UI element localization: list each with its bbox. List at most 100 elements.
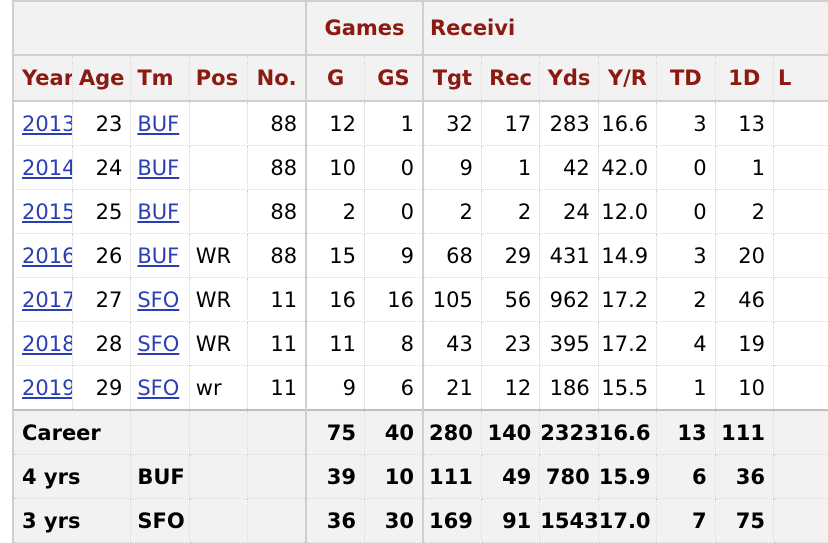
cell-year[interactable]: 2014 — [14, 145, 73, 190]
cell-no: 88 — [247, 145, 307, 190]
col-header-g[interactable]: G — [305, 55, 366, 102]
cell-rec: 29 — [481, 233, 541, 278]
header-group-blank — [14, 0, 307, 56]
header-group-games: Games — [305, 0, 423, 56]
cell-g: 16 — [305, 277, 366, 322]
col-header-tm[interactable]: Tm — [130, 55, 190, 102]
cell-total-tm: BUF — [130, 454, 190, 499]
cell-total-tgt: 169 — [421, 498, 482, 543]
cell-total-pos — [189, 454, 249, 499]
cell-g: 2 — [305, 189, 366, 234]
cell-age: 25 — [72, 189, 132, 234]
col-header-year[interactable]: Year — [14, 55, 73, 102]
cell-gs: 0 — [364, 145, 423, 190]
cell-total-yds: 1543 — [539, 498, 599, 543]
cell-year[interactable]: 2018 — [14, 321, 73, 366]
col-header-yr[interactable]: Y/R — [598, 55, 658, 102]
cell-yds: 186 — [539, 365, 599, 411]
table-row: 2013 23 BUF 88 12 1 32 17 283 16.6 3 13 — [14, 101, 828, 146]
team-link[interactable]: BUF — [137, 243, 180, 268]
cell-pos: WR — [189, 233, 249, 278]
cell-tm[interactable]: BUF — [130, 101, 190, 146]
cell-1d: 13 — [715, 101, 774, 146]
cell-l — [773, 233, 828, 278]
cell-tm[interactable]: BUF — [130, 189, 190, 234]
cell-tm[interactable]: SFO — [130, 321, 190, 366]
col-header-rec[interactable]: Rec — [481, 55, 541, 102]
cell-age: 26 — [72, 233, 132, 278]
header-group-row: Games Receivi — [14, 0, 828, 56]
cell-total-pos — [189, 498, 249, 543]
cell-tgt: 9 — [421, 145, 482, 190]
cell-total-pos — [189, 409, 249, 455]
year-link[interactable]: 2013 — [22, 111, 73, 136]
cell-no: 88 — [247, 233, 307, 278]
cell-year[interactable]: 2013 — [14, 101, 73, 146]
cell-total-label: Career — [14, 409, 132, 455]
cell-year[interactable]: 2016 — [14, 233, 73, 278]
cell-year[interactable]: 2017 — [14, 277, 73, 322]
cell-tm[interactable]: BUF — [130, 145, 190, 190]
cell-total-tm — [130, 409, 190, 455]
cell-total-label: 4 yrs — [14, 454, 132, 499]
cell-yr: 15.5 — [598, 365, 658, 411]
cell-yds: 431 — [539, 233, 599, 278]
cell-tgt: 105 — [421, 277, 482, 322]
cell-1d: 1 — [715, 145, 774, 190]
cell-1d: 19 — [715, 321, 774, 366]
col-header-gs[interactable]: GS — [364, 55, 423, 102]
cell-no: 11 — [247, 321, 307, 366]
cell-rec: 1 — [481, 145, 541, 190]
cell-total-no — [247, 409, 307, 455]
cell-1d: 20 — [715, 233, 774, 278]
cell-pos: wr — [189, 365, 249, 411]
year-link[interactable]: 2017 — [22, 287, 73, 312]
year-link[interactable]: 2016 — [22, 243, 73, 268]
cell-tm[interactable]: SFO — [130, 365, 190, 411]
cell-l — [773, 277, 828, 322]
header-group-receiving: Receivi — [421, 0, 828, 56]
cell-year[interactable]: 2015 — [14, 189, 73, 234]
cell-yds: 283 — [539, 101, 599, 146]
cell-tm[interactable]: SFO — [130, 277, 190, 322]
col-header-pos[interactable]: Pos — [189, 55, 249, 102]
table-row: 2014 24 BUF 88 10 0 9 1 42 42.0 0 1 — [14, 145, 828, 190]
col-header-yds[interactable]: Yds — [539, 55, 599, 102]
cell-pos — [189, 189, 249, 234]
col-header-l[interactable]: L — [773, 55, 828, 102]
column-header-row: Year Age Tm Pos No. G GS Tgt Rec Yds Y/R… — [14, 55, 828, 102]
cell-total-yr: 17.0 — [598, 498, 658, 543]
table-row: 2018 28 SFO WR 11 11 8 43 23 395 17.2 4 … — [14, 321, 828, 366]
cell-td: 0 — [656, 145, 716, 190]
team-link[interactable]: SFO — [137, 375, 180, 400]
cell-td: 4 — [656, 321, 716, 366]
team-link[interactable]: BUF — [137, 199, 180, 224]
cell-total-rec: 140 — [481, 409, 541, 455]
cell-g: 12 — [305, 101, 366, 146]
cell-year[interactable]: 2019 — [14, 365, 73, 411]
cell-pos: WR — [189, 321, 249, 366]
year-link[interactable]: 2014 — [22, 155, 73, 180]
col-header-no[interactable]: No. — [247, 55, 307, 102]
year-link[interactable]: 2015 — [22, 199, 73, 224]
table-row: 2019 29 SFO wr 11 9 6 21 12 186 15.5 1 1… — [14, 365, 828, 411]
cell-gs: 1 — [364, 101, 423, 146]
col-header-td[interactable]: TD — [656, 55, 716, 102]
year-link[interactable]: 2019 — [22, 375, 73, 400]
team-link[interactable]: BUF — [137, 111, 180, 136]
team-link[interactable]: BUF — [137, 155, 180, 180]
team-link[interactable]: SFO — [137, 287, 180, 312]
col-header-tgt[interactable]: Tgt — [421, 55, 482, 102]
col-header-1d[interactable]: 1D — [715, 55, 774, 102]
cell-total-yds: 2323 — [539, 409, 599, 455]
cell-g: 11 — [305, 321, 366, 366]
year-link[interactable]: 2018 — [22, 331, 73, 356]
cell-yr: 42.0 — [598, 145, 658, 190]
cell-gs: 0 — [364, 189, 423, 234]
col-header-age[interactable]: Age — [72, 55, 132, 102]
cell-total-g: 39 — [305, 454, 366, 499]
team-link[interactable]: SFO — [137, 331, 180, 356]
cell-tm[interactable]: BUF — [130, 233, 190, 278]
cell-td: 0 — [656, 189, 716, 234]
cell-td: 2 — [656, 277, 716, 322]
